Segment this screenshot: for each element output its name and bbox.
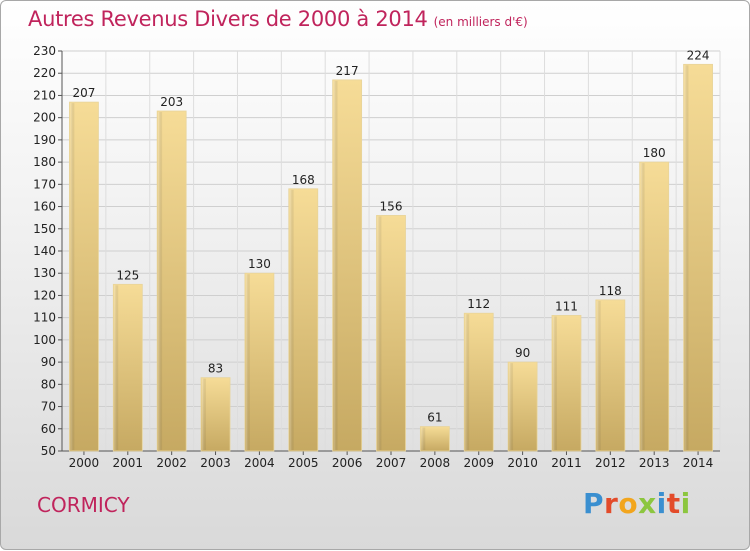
bar-value-label: 168 [292, 173, 315, 187]
bar-value-label: 207 [72, 86, 95, 100]
y-tick-label: 110 [33, 311, 56, 325]
x-tick-label: 2002 [156, 456, 187, 470]
bar-value-label: 90 [515, 346, 530, 360]
bar-highlight [596, 300, 601, 450]
town-name: CORMICY [37, 493, 130, 517]
x-tick-label: 2013 [639, 456, 670, 470]
bar-highlight [245, 274, 250, 450]
bar-value-label: 224 [687, 48, 710, 62]
y-tick-label: 70 [41, 400, 56, 414]
y-tick-label: 130 [33, 266, 56, 280]
bar-highlight [158, 112, 163, 450]
bar-highlight [289, 189, 294, 450]
x-tick-label: 2014 [683, 456, 714, 470]
y-tick-label: 60 [41, 422, 56, 436]
y-tick-label: 180 [33, 155, 56, 169]
bar-highlight [552, 316, 557, 450]
y-tick-label: 80 [41, 377, 56, 391]
y-tick-label: 230 [33, 44, 56, 58]
chart-unit-note: (en milliers d'€) [433, 15, 528, 29]
bar-highlight [377, 216, 382, 450]
x-tick-label: 2008 [420, 456, 451, 470]
bar-highlight [70, 103, 75, 450]
y-tick-label: 160 [33, 200, 56, 214]
bar-value-label: 217 [336, 64, 359, 78]
y-tick-label: 140 [33, 244, 56, 258]
bar-highlight [465, 314, 470, 450]
x-tick-label: 2011 [551, 456, 582, 470]
x-tick-label: 2010 [507, 456, 538, 470]
x-tick-label: 2012 [595, 456, 626, 470]
bar-value-label: 118 [599, 284, 622, 298]
chart-title: Autres Revenus Divers de 2000 à 2014 (en … [28, 7, 528, 31]
x-tick-label: 2007 [376, 456, 407, 470]
bar-value-label: 180 [643, 146, 666, 160]
bar-value-label: 125 [116, 268, 139, 282]
bar-highlight [114, 285, 119, 450]
bar-highlight [333, 80, 338, 450]
bar-highlight [684, 65, 689, 450]
x-tick-label: 2000 [69, 456, 100, 470]
y-tick-label: 150 [33, 222, 56, 236]
bars [69, 63, 713, 452]
x-tick-label: 2009 [463, 456, 494, 470]
bar-value-label: 130 [248, 257, 271, 271]
bar-highlight [202, 378, 207, 450]
y-tick-label: 50 [41, 444, 56, 458]
chart-title-text: Autres Revenus Divers de 2000 à 2014 [28, 7, 428, 31]
y-tick-label: 190 [33, 133, 56, 147]
x-tick-label: 2005 [288, 456, 319, 470]
y-tick-label: 120 [33, 288, 56, 302]
bar-highlight [509, 363, 514, 450]
bar-value-label: 156 [380, 199, 403, 213]
bar-value-label: 203 [160, 95, 183, 109]
x-tick-label: 2006 [332, 456, 363, 470]
y-tick-label: 200 [33, 111, 56, 125]
bar-highlight [421, 427, 426, 450]
y-tick-label: 210 [33, 88, 56, 102]
bar-value-label: 61 [427, 411, 442, 425]
x-tick-label: 2004 [244, 456, 275, 470]
y-tick-label: 220 [33, 66, 56, 80]
y-tick-label: 90 [41, 355, 56, 369]
labels: 207 125 203 83 130 168 217 156 61 112 90 111 118 180 2… [72, 48, 709, 424]
x-tick-label: 2003 [200, 456, 231, 470]
bar-value-label: 83 [208, 362, 223, 376]
bar-highlight [640, 163, 645, 450]
bar-value-label: 111 [555, 299, 578, 313]
y-tick-label: 170 [33, 177, 56, 191]
proxiti-logo: Proxiti [583, 487, 691, 520]
x-tick-label: 2001 [113, 456, 144, 470]
bar-value-label: 112 [467, 297, 490, 311]
y-tick-label: 100 [33, 333, 56, 347]
